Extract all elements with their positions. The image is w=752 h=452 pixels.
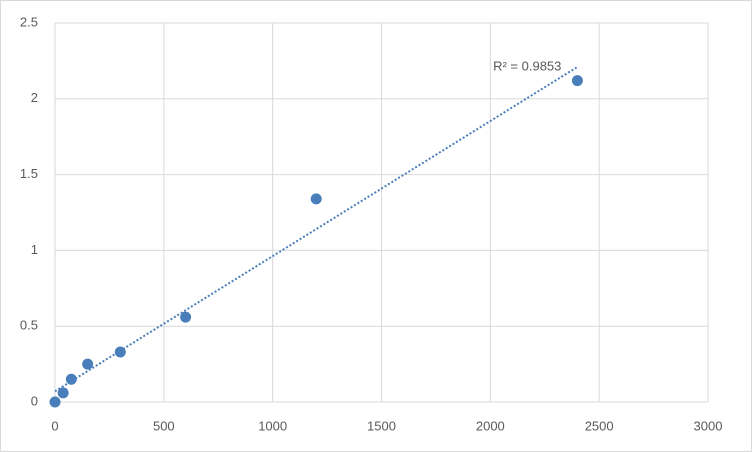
y-tick-label: 0 <box>31 393 38 408</box>
point <box>57 387 69 399</box>
x-tick-label: 2500 <box>585 418 614 433</box>
y-tick-label: 1 <box>31 242 38 257</box>
y-tick-label: 1.5 <box>20 166 38 181</box>
x-tick-label: 1500 <box>367 418 396 433</box>
x-tick-label: 2000 <box>476 418 505 433</box>
point <box>65 373 77 385</box>
y-tick-label: 2.5 <box>20 14 38 29</box>
y-tick-label: 0.5 <box>20 318 38 333</box>
x-tick-label: 500 <box>153 418 175 433</box>
point <box>310 193 322 205</box>
point <box>114 346 126 358</box>
y-tick-label: 2 <box>31 90 38 105</box>
point <box>571 75 583 87</box>
point <box>82 358 94 370</box>
point <box>49 396 61 408</box>
trendline-label: R² = 0.9853 <box>493 58 561 73</box>
x-tick-label: 0 <box>51 418 58 433</box>
point <box>180 311 192 323</box>
x-tick-label: 3000 <box>694 418 723 433</box>
x-tick-label: 1000 <box>258 418 287 433</box>
trendline <box>54 66 578 393</box>
